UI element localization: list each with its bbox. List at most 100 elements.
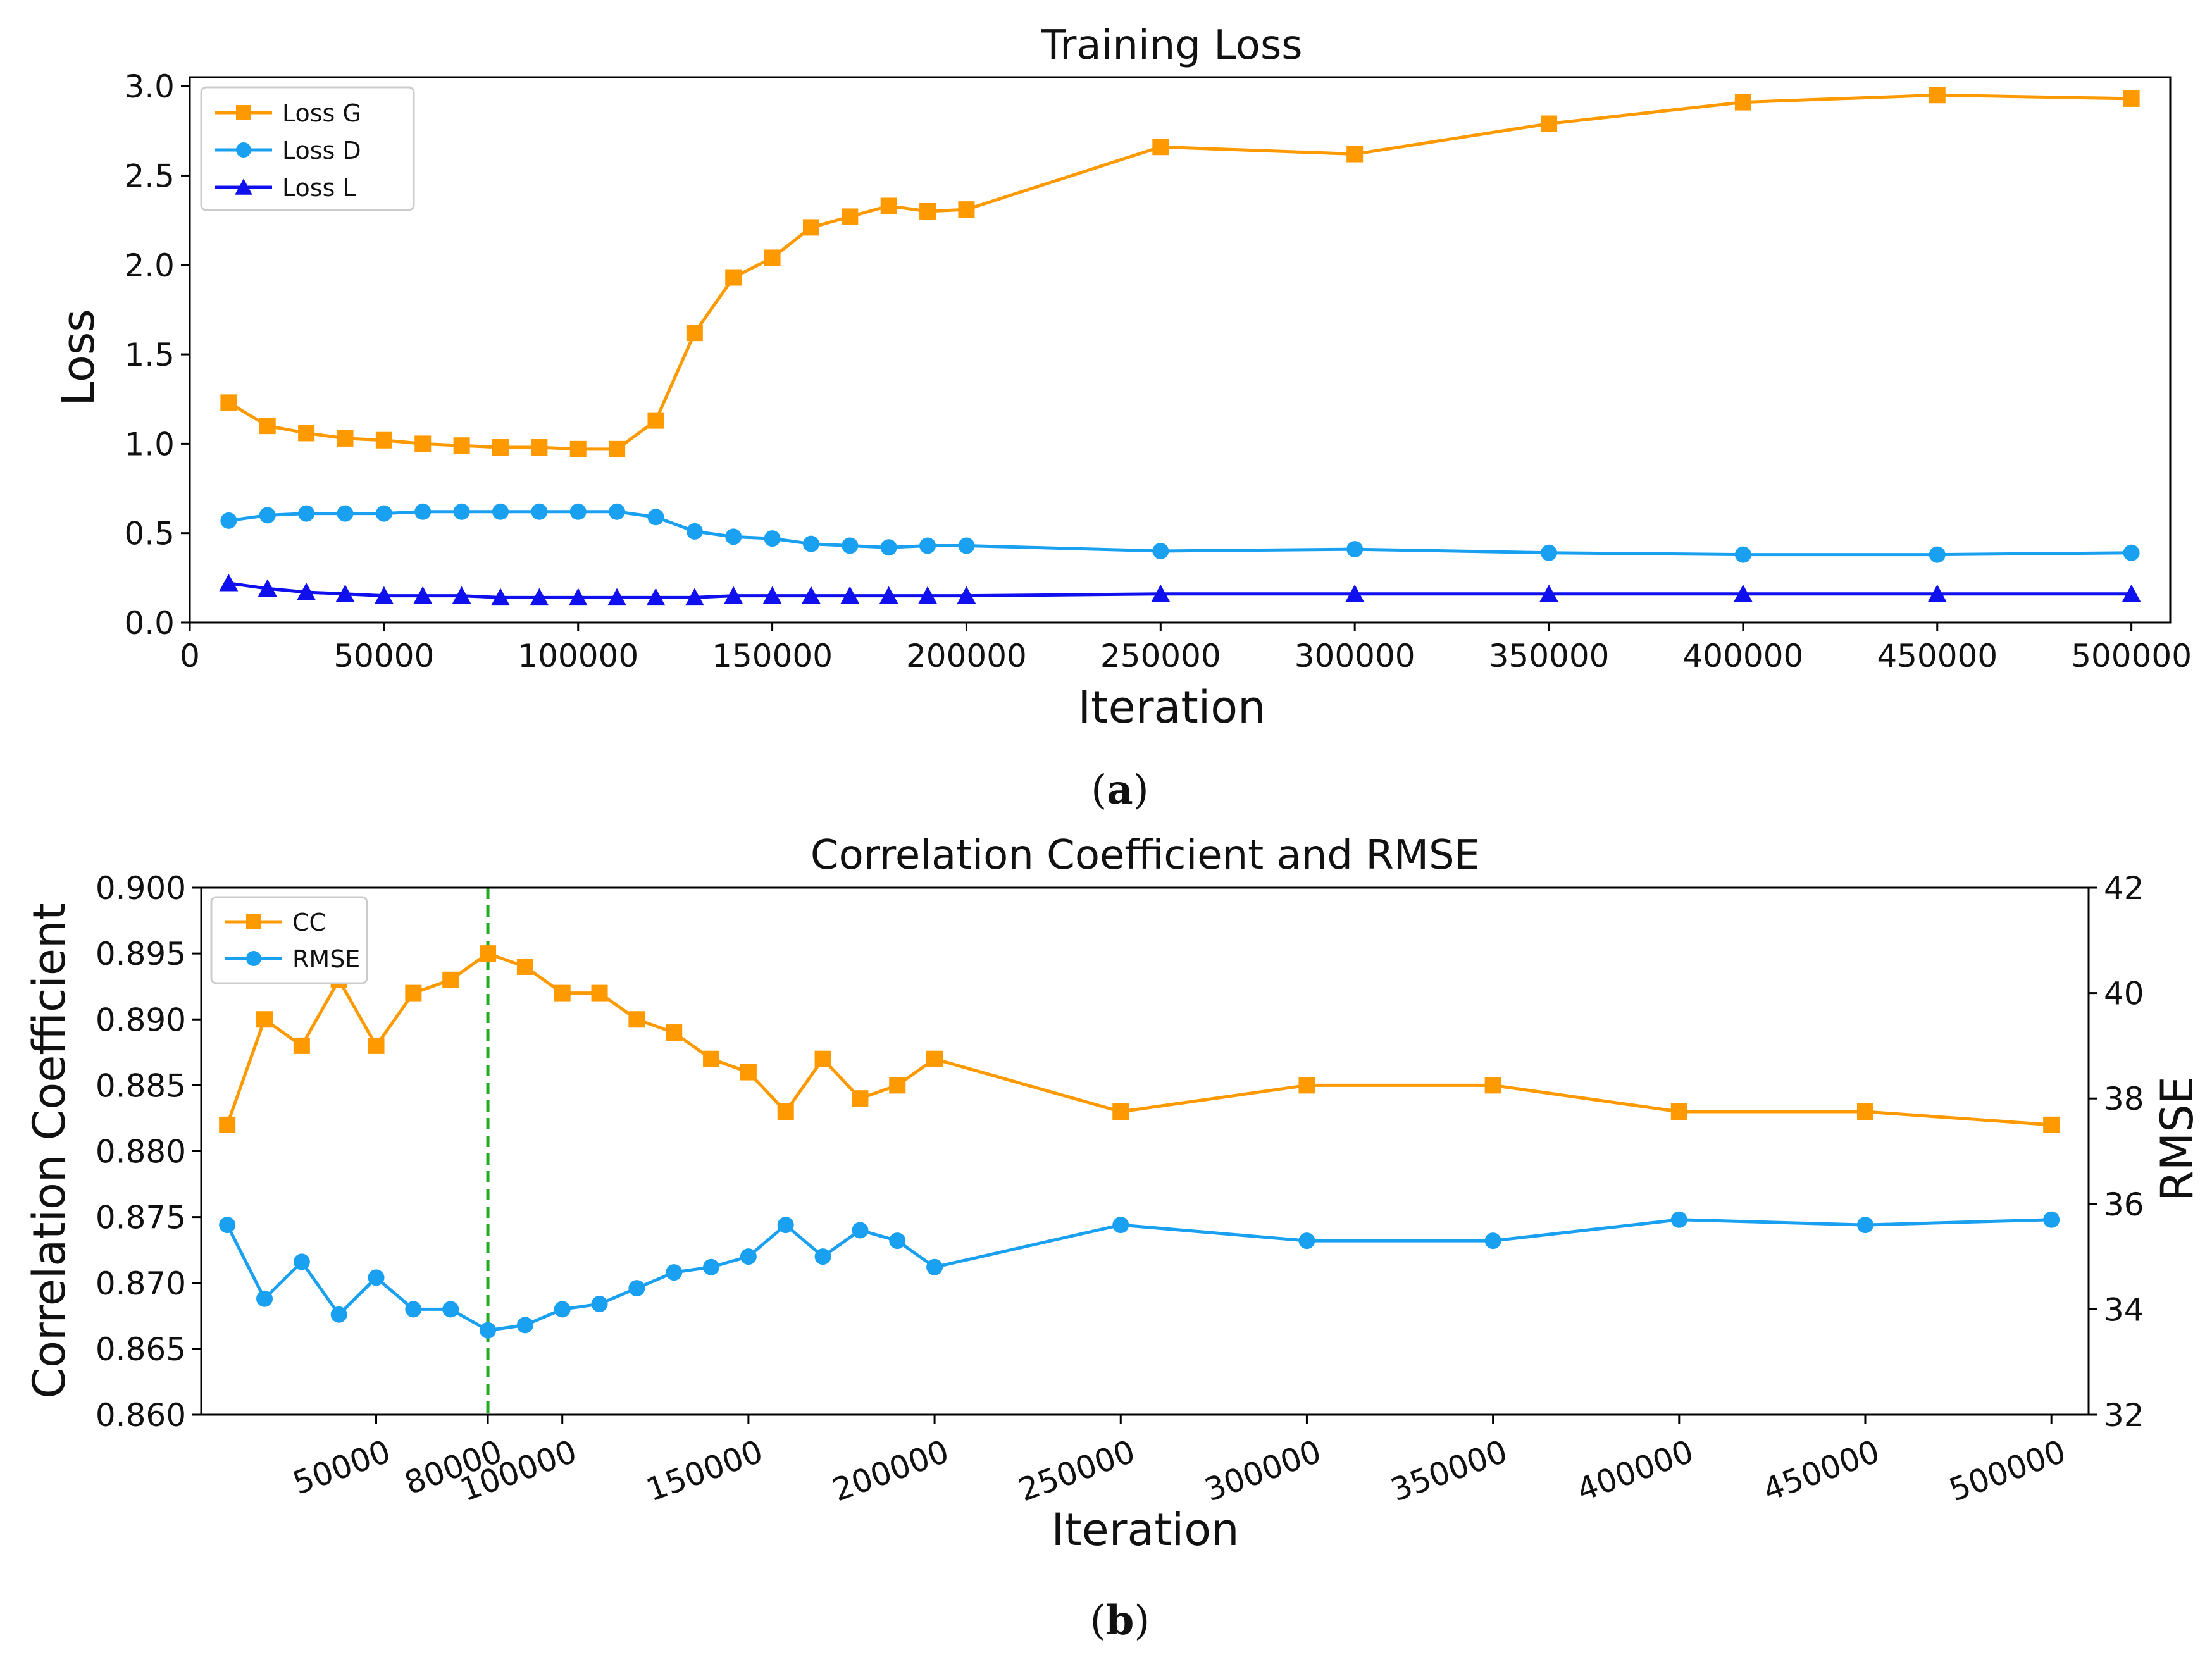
data-point <box>375 505 392 522</box>
data-point <box>220 394 237 411</box>
data-point <box>256 1290 273 1307</box>
data-point <box>1856 1103 1873 1120</box>
data-point <box>1856 1217 1873 1234</box>
data-point <box>569 503 587 520</box>
data-point <box>1346 541 1364 558</box>
x-tick-label: 350000 <box>1489 638 1610 674</box>
data-point <box>591 1296 608 1313</box>
data-point <box>442 971 459 988</box>
data-point <box>293 1037 310 1054</box>
data-point <box>814 1248 831 1265</box>
data-point <box>958 201 975 218</box>
data-point <box>628 1011 645 1028</box>
x-tick-label: 250000 <box>1100 638 1221 674</box>
data-point <box>452 586 471 604</box>
y-right-tick-label: 32 <box>2104 1397 2144 1434</box>
data-point <box>413 586 433 604</box>
y-right-tick-label: 42 <box>2104 870 2144 907</box>
data-point <box>1670 1103 1687 1120</box>
data-point <box>840 586 860 604</box>
y-tick-label: 0.885 <box>96 1067 186 1104</box>
data-point <box>802 586 821 604</box>
data-point <box>802 535 819 552</box>
data-point <box>777 1103 794 1120</box>
data-point <box>414 503 432 520</box>
data-point <box>889 1077 906 1094</box>
data-point <box>531 503 548 520</box>
data-point <box>297 583 316 600</box>
y-tick-label: 0.895 <box>96 936 186 972</box>
data-point <box>777 1217 794 1234</box>
data-point <box>1298 1077 1315 1094</box>
data-point <box>609 503 626 520</box>
data-point <box>852 1090 869 1107</box>
y-tick-label: 0.870 <box>96 1265 186 1302</box>
chart-title: Correlation Coefficient and RMSE <box>811 832 1480 879</box>
data-point <box>852 1222 869 1239</box>
data-point <box>703 1050 720 1067</box>
data-point <box>764 249 781 266</box>
data-point <box>220 512 237 529</box>
x-tick-label: 50000 <box>333 638 434 674</box>
data-point <box>516 1317 533 1334</box>
data-point <box>1151 584 1171 602</box>
x-axis-label: Iteration <box>1052 1504 1240 1556</box>
y-tick-label: 0.5 <box>124 516 175 552</box>
data-point <box>1112 1217 1129 1234</box>
legend: Loss G Loss D Loss L <box>200 86 415 211</box>
y-right-tick-label: 38 <box>2104 1081 2144 1117</box>
data-point <box>686 325 703 342</box>
data-point <box>2123 544 2140 561</box>
data-point <box>219 1217 236 1234</box>
data-point <box>646 588 666 606</box>
legend: CC RMSE <box>210 896 368 984</box>
data-point <box>375 431 392 449</box>
y-axis-right-label: RMSE <box>2151 1076 2203 1201</box>
data-point <box>453 437 470 454</box>
data-point <box>1734 94 1751 111</box>
y-tick-label: 0.860 <box>96 1397 186 1434</box>
data-point <box>1670 1211 1687 1228</box>
data-point <box>591 984 608 1002</box>
data-point <box>1734 546 1751 563</box>
data-point <box>957 586 976 604</box>
y-tick-label: 1.5 <box>124 337 175 373</box>
data-point <box>442 1301 459 1318</box>
data-point <box>492 439 509 456</box>
legend-label: Loss L <box>282 174 356 202</box>
data-point <box>219 1116 236 1133</box>
x-tick-label: 100000 <box>518 638 638 674</box>
data-point <box>926 1050 943 1067</box>
y-axis-label: Correlation Coefficient <box>23 903 75 1399</box>
y-tick-label: 0.890 <box>96 1002 186 1038</box>
data-point <box>492 503 509 520</box>
data-point <box>531 439 548 456</box>
data-point <box>1152 139 1169 156</box>
chart-training-loss: Training Loss 0 50000 100000 150000 200000 25… <box>53 22 2192 814</box>
data-point <box>918 586 938 604</box>
legend-label: Loss D <box>282 137 361 164</box>
data-point <box>958 537 975 554</box>
data-point <box>568 588 588 606</box>
data-point <box>259 507 276 524</box>
data-point <box>453 503 470 520</box>
data-point <box>1733 584 1753 602</box>
data-point <box>647 509 664 526</box>
y-tick-label: 0.0 <box>124 605 175 642</box>
x-axis-label: Iteration <box>1078 681 1266 733</box>
data-point <box>256 1011 273 1028</box>
y-axis-label: Loss <box>53 309 104 406</box>
series-line-cc <box>225 952 2052 1127</box>
data-point <box>842 537 859 554</box>
data-point <box>335 584 355 602</box>
data-point <box>880 197 897 214</box>
legend-marker <box>246 951 261 966</box>
data-point <box>2123 90 2140 107</box>
data-point <box>842 208 859 225</box>
data-point <box>1929 87 1946 104</box>
data-point <box>219 573 239 592</box>
data-point <box>724 586 743 604</box>
data-point <box>405 984 422 1002</box>
data-point <box>740 1248 757 1265</box>
